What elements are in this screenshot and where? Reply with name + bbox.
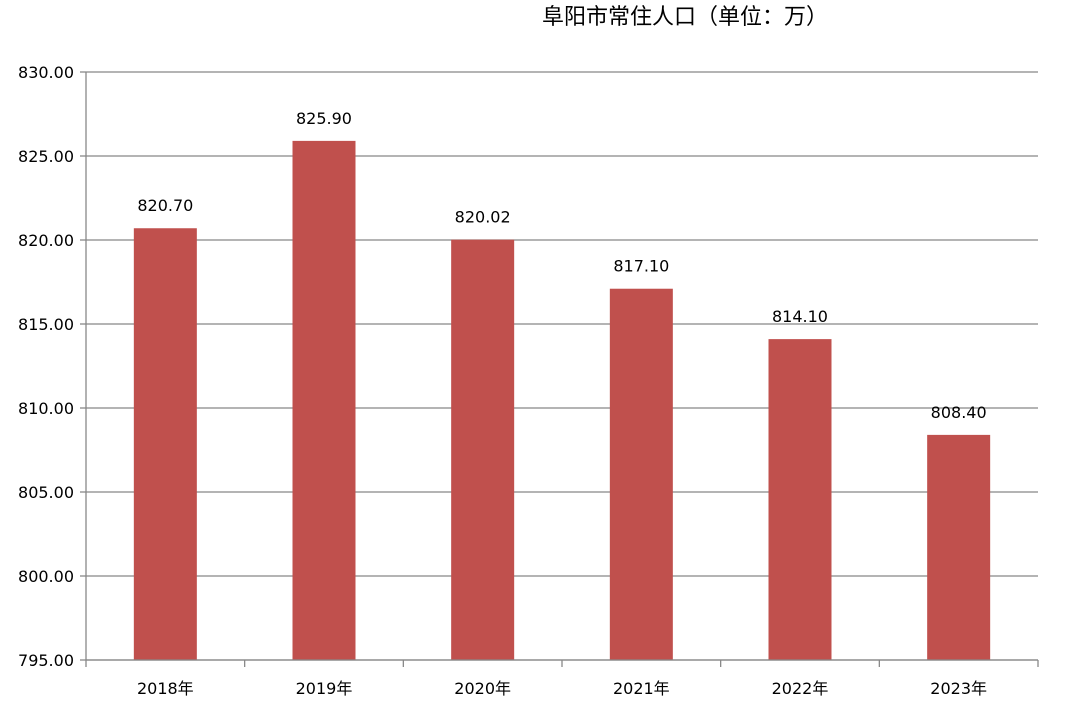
x-axis-ticks: 2018年 2019年 2020年 2021年 2022年 2023年 (85, 660, 1039, 698)
bar (292, 140, 356, 660)
grid-lines (86, 71, 1038, 661)
data-label: 817.10 (613, 257, 669, 276)
bar (927, 434, 991, 660)
y-axis-ticks: 795.00 800.00 805.00 810.00 815.00 820.00 825.… (18, 63, 86, 670)
chart-title: 阜阳市常住人口（单位：万） (542, 5, 828, 30)
bar (768, 339, 832, 660)
x-tick-label: 2023年 (930, 679, 987, 698)
data-label: 820.70 (137, 196, 193, 215)
axes (85, 72, 1038, 661)
x-tick-label: 2019年 (296, 679, 353, 698)
y-tick-label: 810.00 (18, 399, 74, 418)
bars (133, 140, 991, 661)
x-tick-label: 2020年 (454, 679, 511, 698)
y-tick-label: 825.00 (18, 147, 74, 166)
x-tick-label: 2021年 (613, 679, 670, 698)
y-tick-label: 830.00 (18, 63, 74, 82)
data-label: 825.90 (296, 109, 352, 128)
y-tick-label: 815.00 (18, 315, 74, 334)
y-tick-label: 795.00 (18, 651, 74, 670)
y-tick-label: 800.00 (18, 567, 74, 586)
bar (133, 228, 197, 661)
y-tick-label: 820.00 (18, 231, 74, 250)
bar (451, 239, 515, 660)
y-tick-label: 805.00 (18, 483, 74, 502)
bar (609, 288, 673, 660)
data-label: 808.40 (931, 403, 987, 422)
x-tick-label: 2018年 (137, 679, 194, 698)
x-tick-label: 2022年 (772, 679, 829, 698)
data-label: 820.02 (455, 208, 511, 227)
data-label: 814.10 (772, 307, 828, 326)
data-labels: 820.70 825.90 820.02 817.10 814.10 808.40 (137, 109, 986, 422)
